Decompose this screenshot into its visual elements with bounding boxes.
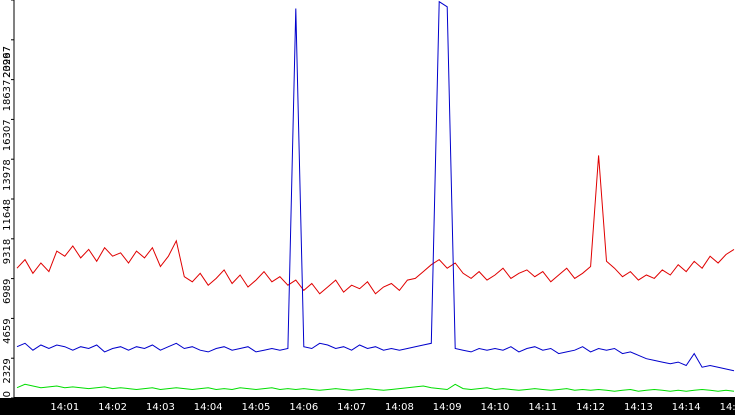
x-tick-label: 14:07 — [337, 402, 366, 413]
x-tick-label: 14:13 — [624, 402, 653, 413]
data-line — [16, 155, 735, 295]
x-tick-label: 14:02 — [98, 402, 127, 413]
y-tick-label: 2329 — [2, 358, 13, 383]
y-tick-label: 4659 — [2, 318, 13, 343]
x-tick-label: 14:14 — [672, 402, 701, 413]
x-axis-band — [0, 398, 735, 415]
x-tick-label: 14:15 — [720, 402, 735, 413]
x-tick-label: 14:03 — [146, 402, 175, 413]
x-tick-label: 14:04 — [194, 402, 223, 413]
y-tick-label: 9318 — [2, 239, 13, 264]
y-tick-label: 6989 — [2, 279, 13, 304]
x-tick-label: 14:05 — [242, 402, 271, 413]
x-tick-label: 14:10 — [481, 402, 510, 413]
y-tick-label: 23297 — [2, 46, 13, 78]
x-tick-label: 14:06 — [289, 402, 318, 413]
y-tick-label: 13978 — [2, 159, 13, 191]
data-line — [16, 0, 735, 372]
x-tick-label: 14:11 — [528, 402, 557, 413]
y-tick-label: 16307 — [2, 119, 13, 151]
x-tick-label: 14:12 — [576, 402, 605, 413]
x-tick-label: 14:08 — [385, 402, 414, 413]
y-tick-label: 11648 — [2, 199, 13, 231]
y-tick-label: 0 — [2, 391, 13, 397]
x-tick-label: 14:01 — [50, 402, 79, 413]
x-tick-label: 14:09 — [433, 402, 462, 413]
data-line — [16, 383, 735, 392]
y-tick-label: 20967 — [2, 46, 13, 78]
y-tick-label: 18637 — [2, 80, 13, 112]
